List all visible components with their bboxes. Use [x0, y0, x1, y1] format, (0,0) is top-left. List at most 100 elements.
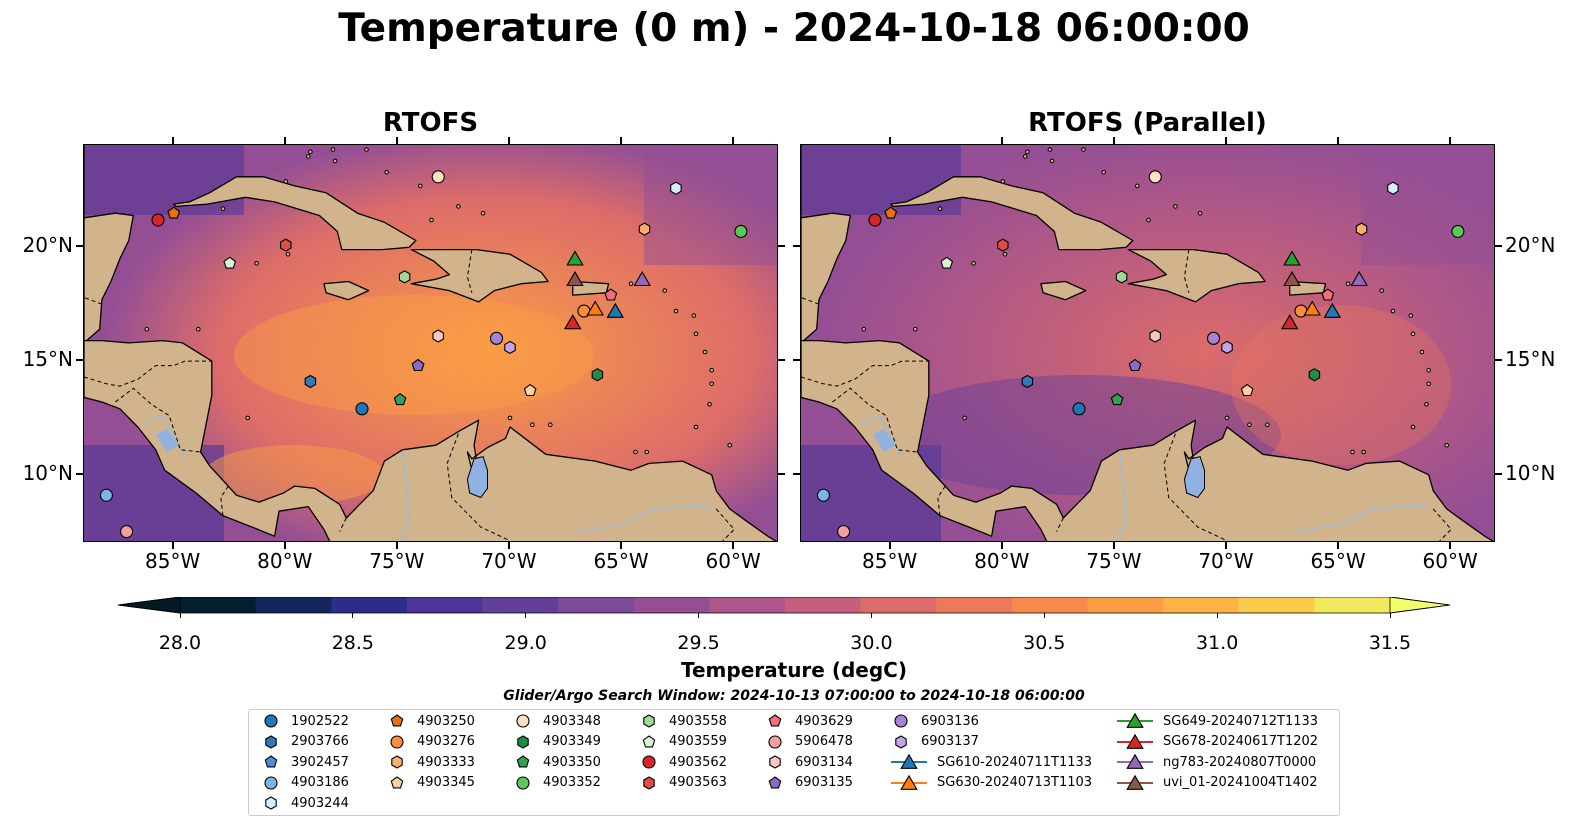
border-0	[801, 296, 820, 305]
lat-tick-label: 20°N	[22, 233, 73, 258]
legend-item: 6903134	[763, 752, 853, 772]
lat-tick-mark	[76, 472, 83, 475]
legend-marker-circle	[894, 714, 908, 728]
lat-tick-mark-inner	[778, 245, 785, 248]
border-1	[801, 360, 929, 387]
legend-item: 6903135	[763, 773, 853, 793]
legend-item: 4903558	[637, 711, 727, 731]
legend-item: 4903559	[637, 732, 727, 752]
legend-label: 6903135	[795, 775, 853, 790]
legend-item: 4903349	[511, 732, 601, 752]
colorbar-segment-15	[1314, 597, 1391, 613]
colorbar-segment-0	[180, 597, 257, 613]
colorbar-tick-label: 30.5	[1023, 632, 1066, 654]
island-24	[1049, 158, 1055, 164]
island-23	[480, 210, 486, 216]
island-22	[456, 204, 461, 209]
marker-6903136	[489, 331, 504, 345]
legend-item: 4903629	[763, 711, 853, 731]
colorbar-tick-mark	[698, 613, 700, 618]
legend-label: 2903766	[291, 734, 349, 749]
island-13	[1265, 422, 1270, 428]
legend-marker-hexagon	[643, 775, 655, 790]
border-0	[84, 296, 103, 305]
colorbar-label: Temperature (degC)	[681, 658, 907, 682]
legend-label: 6903134	[795, 754, 853, 770]
island-5	[1408, 313, 1414, 318]
legend-item: 1902522	[259, 711, 349, 731]
marker-4903333	[638, 222, 651, 236]
legend-label: 3902457	[291, 754, 349, 770]
legend-marker-pentagon	[390, 775, 404, 788]
land-hispaniola	[1127, 248, 1266, 303]
island-3	[1419, 349, 1425, 355]
border-4	[1056, 517, 1064, 532]
legend-item: 4903350	[511, 752, 601, 772]
island-2	[1426, 367, 1432, 373]
river-1	[577, 505, 712, 533]
legend-item: 3902457	[259, 752, 349, 772]
border-5	[1163, 433, 1228, 541]
legend-item: 4903250	[385, 711, 475, 731]
lon-tick-mark-top	[620, 137, 623, 144]
lon-tick-label: 85°W	[862, 549, 918, 573]
legend-marker-hexagon	[265, 734, 277, 749]
island-25	[1025, 149, 1030, 155]
lon-tick-label: 75°W	[1086, 549, 1142, 573]
island-7	[1379, 288, 1385, 293]
marker-1902522	[1072, 402, 1086, 416]
legend-label: SG630-20240713T1103	[937, 775, 1093, 790]
island-19	[1081, 147, 1086, 152]
island-15	[507, 415, 513, 421]
island-2	[709, 367, 715, 373]
border-6	[715, 508, 735, 541]
legend-marker-hexagon	[265, 796, 277, 810]
colorbar-tick-mark	[870, 613, 872, 618]
island-27	[283, 179, 289, 184]
marker-4903186	[99, 488, 113, 502]
island-26	[220, 206, 226, 212]
marker-SG630-20240713T1103	[1303, 300, 1321, 316]
warm-core	[234, 295, 594, 415]
lat-tick-mark	[76, 359, 83, 362]
lon-tick-mark	[1224, 542, 1227, 549]
island-17	[254, 261, 259, 266]
marker-4903186	[816, 488, 830, 502]
marker-uvi_01-20241004T1402	[566, 270, 584, 287]
marker-4903562	[868, 213, 882, 227]
land-hispaniola	[410, 248, 549, 303]
land-yucatan	[84, 145, 134, 344]
marker-5906478	[837, 525, 851, 539]
lat-tick-mark-inner	[778, 472, 785, 475]
map-canvas-rtofs-parallel	[801, 145, 1494, 541]
colorbar-segment-13	[1163, 597, 1240, 613]
colorbar-segment-4	[482, 597, 559, 613]
legend-marker-circle	[516, 775, 530, 790]
legend-label: 4903559	[669, 734, 727, 749]
colorbar-segment-5	[558, 597, 635, 613]
colorbar-tick-label: 29.5	[677, 632, 720, 654]
lon-tick-mark-top	[1000, 137, 1003, 144]
marker-4903345	[523, 383, 537, 397]
atlantic-water	[644, 145, 777, 265]
island-26	[937, 206, 943, 212]
lon-tick-label: 65°W	[593, 549, 649, 573]
colorbar-segment-8	[785, 597, 862, 613]
island-31	[305, 154, 311, 159]
lat-tick-label: 10°N	[1505, 460, 1556, 485]
marker-uvi_01-20241004T1402	[1283, 270, 1301, 287]
marker-4903563	[997, 238, 1009, 252]
legend-label: 4903563	[669, 775, 727, 790]
legend-item: 6903136	[889, 711, 979, 731]
marker-4903563	[280, 238, 292, 252]
marker-1902522	[355, 402, 369, 416]
marker-ng783-20240807T0000	[633, 270, 651, 287]
legend-item: 4903276	[385, 732, 475, 752]
river-0	[1116, 451, 1128, 541]
river-1	[1294, 505, 1429, 533]
colorbar-tick-label: 31.5	[1368, 632, 1412, 654]
lat-tick-mark	[76, 245, 83, 248]
island-18	[1101, 170, 1107, 175]
border-6	[1432, 508, 1452, 541]
lat-tick-mark-inner	[793, 472, 800, 475]
